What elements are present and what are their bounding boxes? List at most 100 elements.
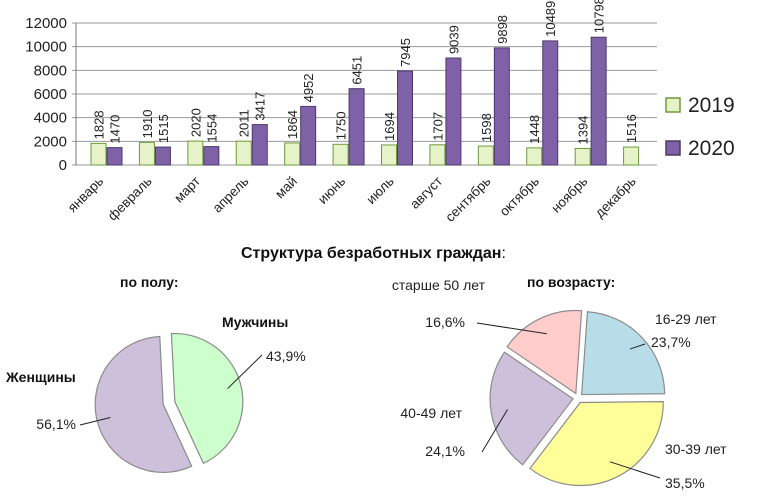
structure-title: Структура безработных граждан: [241,245,506,262]
y-tick-label: 6000 [34,86,67,103]
gender-pie-chart: по полу: 43,9% Мужчины 56,1% Женщины [5,274,306,474]
pie-percent-label: 35,5% [665,475,705,491]
bar-2020 [348,88,365,166]
bar-2020 [203,146,220,166]
bar-value-label: 9039 [446,25,461,54]
bar-value-label: 1515 [156,114,171,143]
bar-value-label: 4952 [301,73,316,102]
leader-line [476,322,547,335]
bar-2019 [526,147,543,166]
pie-percent-label: 16,6% [425,314,465,330]
bar-value-label: 9898 [495,15,510,44]
x-tick-label: сентябрь [442,174,493,225]
pie-category-label: Мужчины [222,314,288,330]
leader-line [79,416,111,426]
x-tick-label: июнь [315,174,348,207]
pie-percent-label: 23,7% [651,334,691,350]
x-tick-label: январь [65,174,107,216]
x-tick-label: август [407,174,445,212]
bar-2019 [284,142,301,166]
bar-2020 [106,147,123,166]
x-tick-label: февраль [105,174,155,224]
bar-value-label: 2020 [188,108,203,137]
bar-legend: 2019 2020 [665,94,735,160]
bar-2019 [574,148,591,166]
y-tick-label: 0 [59,157,67,174]
pie-slice [506,309,583,395]
bar-value-label: 1598 [479,113,494,142]
pie-slice [489,351,574,466]
x-tick-label: октябрь [497,174,542,219]
leader-line [227,354,263,389]
bar-2020 [300,105,317,166]
bar-2020 [397,70,413,166]
bar-value-label: 1470 [108,115,123,144]
leader-line [609,461,661,479]
y-tick-label: 2000 [34,133,67,150]
x-tick-label: март [171,174,203,206]
bar-value-label: 1707 [430,112,445,141]
legend-swatch [665,140,681,156]
pie-slice [580,311,666,396]
pie-category-label: Женщины [5,369,76,385]
legend-label: 2019 [688,94,735,117]
bar-2020 [493,47,510,166]
bar-2019 [429,144,446,166]
y-tick-label: 4000 [34,110,67,127]
bar-value-label: 1394 [576,116,591,145]
pie-category-label: старше 50 лет [392,277,486,293]
legend-swatch [665,97,681,113]
pie-category-label: 16-29 лет [655,311,717,327]
bar-2020 [251,124,268,166]
bar-value-label: 7945 [398,38,413,67]
bar-value-label: 1910 [140,109,155,138]
bar-2019 [187,140,204,166]
bar-2019 [381,144,397,166]
pie-percent-label: 43,9% [266,348,306,364]
pie-category-label: 30-39 лет [665,441,727,457]
bar-value-label: 1448 [527,115,542,144]
leader-line [629,343,646,350]
pie-percent-label: 56,1% [36,416,76,432]
bar-value-label: 1864 [285,110,300,139]
bar-value-label: 1554 [204,114,219,143]
bar-2019 [138,141,155,166]
bar-value-label: 10489 [543,1,558,37]
x-tick-label: декабрь [592,174,639,221]
bar-2020 [154,146,171,166]
pie-title: по возрасту: [527,274,615,290]
y-tick-label: 12000 [25,15,67,32]
y-tick-label: 8000 [34,62,67,79]
x-tick-label: май [272,174,300,202]
bar-2019 [623,146,640,166]
x-tick-label: апрель [210,174,252,216]
bar-2019 [235,140,252,166]
pie-percent-label: 24,1% [425,443,465,459]
bar-2019 [477,145,494,166]
legend-label: 2020 [688,137,735,160]
bar-2020 [445,57,462,166]
x-tick-label: ноябрь [548,174,590,216]
bar-2019 [90,142,107,166]
pie-title: по полу: [120,274,179,290]
bar-2019 [332,143,349,166]
bar-2020 [590,36,607,166]
x-tick-label: июль [363,174,396,207]
pie-slice [529,401,664,487]
monthly-bar-chart: 0 2000 4000 6000 8000 10000 12000 1828 1470 1910… [25,0,734,225]
pie-slice [170,333,244,465]
bar-value-label: 2011 [237,109,252,137]
bar-value-label: 1694 [382,112,397,141]
bar-value-label: 6451 [350,56,365,85]
bar-value-label: 1750 [334,111,349,140]
leader-line [481,409,508,453]
bar-value-label: 3417 [253,92,268,121]
bar-value-label: 1828 [92,110,107,139]
pie-category-label: 40-49 лет [400,405,462,421]
y-tick-label: 10000 [25,39,67,56]
bar-value-label: 1516 [624,114,639,143]
bar-2020 [542,40,559,166]
age-pie-chart: по возрасту: 23,7% 16-29 лет 35,5% 30-39 лет… [392,274,727,491]
bar-value-label: 10798 [592,0,607,33]
